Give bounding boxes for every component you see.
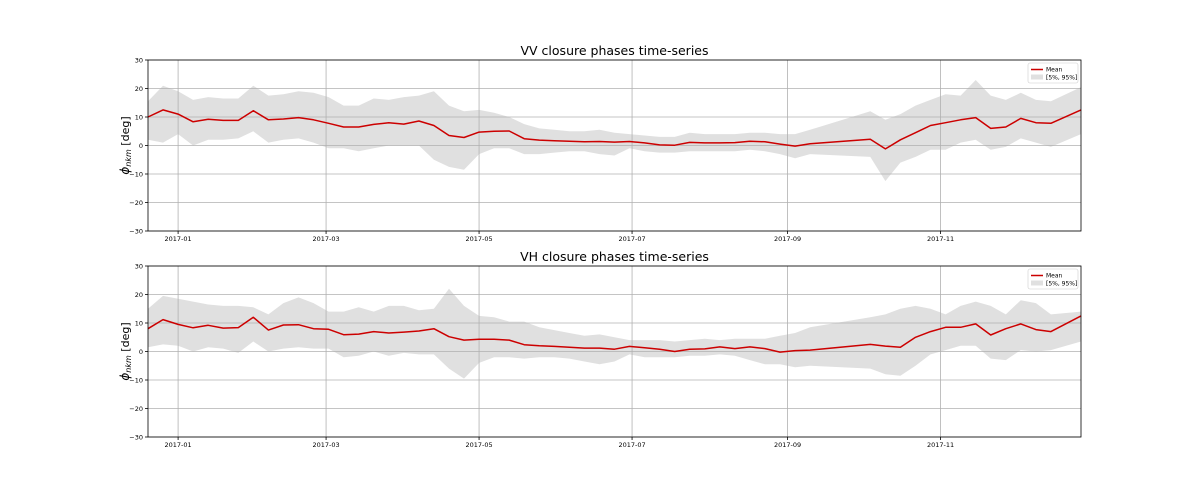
legend: Mean[5%, 95%] [1027,268,1079,290]
y-tick-label: −10 [129,376,143,384]
x-tick-label: 2017-07 [618,441,645,449]
y-tick-label: −30 [129,227,143,235]
legend-band-swatch [1031,74,1043,80]
chart-panel-1: −30 −20 −10 0 10 20 30 2017-01 2017-03 2017-05 201… [118,43,1082,243]
legend-label-mean: Mean [1046,67,1063,74]
x-tick-label: 2017-11 [927,441,954,449]
x-tick-label: 2017-03 [312,235,339,243]
y-tick-label: −20 [129,405,143,413]
x-tick-label: 2017-05 [465,441,492,449]
y-tick-label: −10 [129,170,143,178]
y-tick-label: 10 [135,113,143,121]
percentile-band [148,288,1081,379]
y-tick-label: −20 [129,199,143,207]
mean-series-line [147,315,1082,353]
legend: Mean[5%, 95%] [1027,62,1079,84]
y-tick-label: 30 [135,56,143,64]
chart-title: VH closure phases time-series [520,249,709,264]
x-tick-label: 2017-01 [165,235,192,243]
x-tick-label: 2017-09 [774,441,801,449]
y-tick-label: 0 [139,142,143,150]
y-tick-label: 20 [135,291,143,299]
x-tick-label: 2017-05 [465,235,492,243]
y-axis-label: ϕnkm [deg] [118,116,133,174]
mean-series-line [147,109,1082,150]
x-tick-label: 2017-09 [774,235,801,243]
y-tick-label: 20 [135,85,143,93]
legend-label-mean: Mean [1046,273,1063,280]
chart-panel-2: −30 −20 −10 0 10 20 30 2017-01 2017-03 2017-05 201… [118,249,1082,449]
legend-label-band: [5%, 95%] [1046,75,1077,82]
y-tick-label: −30 [129,433,143,441]
x-tick-label: 2017-11 [927,235,954,243]
legend-label-band: [5%, 95%] [1046,281,1077,288]
x-tick-label: 2017-07 [618,235,645,243]
x-tick-label: 2017-01 [165,441,192,449]
y-axis-label: ϕnkm [deg] [118,322,133,380]
percentile-band [148,80,1081,182]
y-tick-label: 0 [139,348,143,356]
y-tick-label: 30 [135,262,143,270]
chart-title: VV closure phases time-series [520,43,708,58]
x-tick-label: 2017-03 [312,441,339,449]
legend-band-swatch [1031,280,1043,286]
y-tick-label: 10 [135,319,143,327]
